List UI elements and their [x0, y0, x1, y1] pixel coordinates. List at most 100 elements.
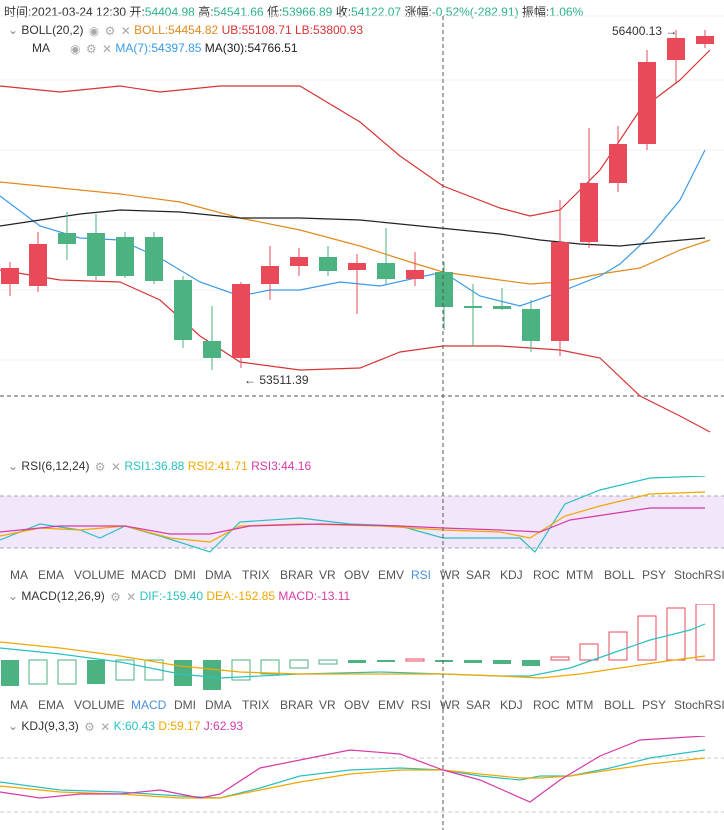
kdj-collapse-icon[interactable]: ⌄: [8, 719, 19, 733]
tab-mtm[interactable]: MTM: [566, 698, 594, 712]
macd-bar: [522, 660, 540, 666]
macd-name: MACD(12,26,9): [21, 589, 105, 603]
macd-collapse-icon[interactable]: ⌄: [8, 589, 19, 603]
close-icon[interactable]: ✕: [101, 41, 113, 56]
rsi-legend: ⌄ RSI(6,12,24) ⚙ ✕ RSI1:36.88 RSI2:41.71…: [8, 458, 311, 475]
macd-bar: [377, 660, 395, 662]
tab-vr[interactable]: VR: [319, 568, 336, 582]
rsi-collapse-icon[interactable]: ⌄: [8, 459, 19, 473]
gear-icon[interactable]: ⚙: [85, 41, 97, 56]
tab-ma[interactable]: MA: [10, 568, 28, 582]
rsi1-value: RSI1:36.88: [124, 459, 185, 473]
gear-icon[interactable]: ⚙: [94, 459, 106, 474]
tab-macd[interactable]: MACD: [131, 568, 167, 582]
rsi-chart[interactable]: [0, 476, 724, 566]
candle-body: [29, 244, 47, 286]
tab-roc[interactable]: ROC: [533, 698, 560, 712]
boll-collapse-icon[interactable]: ⌄: [8, 23, 19, 37]
tab-ema[interactable]: EMA: [38, 698, 65, 712]
gear-icon[interactable]: ⚙: [104, 23, 116, 38]
tab-ma[interactable]: MA: [10, 698, 28, 712]
candle-body: [232, 284, 250, 358]
tab-boll[interactable]: BOLL: [604, 698, 635, 712]
rsi3-value: RSI3:44.16: [251, 459, 312, 473]
close-icon[interactable]: ✕: [100, 719, 111, 734]
tab-obv[interactable]: OBV: [344, 568, 370, 582]
macd-bar: [695, 604, 715, 661]
macd-bar: [550, 656, 570, 661]
close-icon[interactable]: ✕: [110, 459, 121, 474]
rsi-name: RSI(6,12,24): [21, 459, 90, 473]
tab-sar[interactable]: SAR: [466, 568, 491, 582]
tab-dma[interactable]: DMA: [205, 568, 232, 582]
tab-stochrsi[interactable]: StochRSI: [674, 568, 724, 582]
tab-stochrsi[interactable]: StochRSI: [674, 698, 724, 712]
eye-icon[interactable]: ◉: [88, 23, 100, 38]
macd-bar: [115, 659, 135, 681]
tab-dmi[interactable]: DMI: [174, 698, 196, 712]
tab-brar[interactable]: BRAR: [280, 698, 314, 712]
macd-chart[interactable]: [0, 604, 724, 694]
tab-emv[interactable]: EMV: [378, 568, 405, 582]
candlestick-chart[interactable]: [0, 0, 724, 440]
tab-mtm[interactable]: MTM: [566, 568, 594, 582]
tab-psy[interactable]: PSY: [642, 698, 667, 712]
rsi1-line: [0, 476, 706, 553]
tab-vr[interactable]: VR: [319, 698, 336, 712]
candle-body: [551, 242, 569, 341]
tab-volume[interactable]: VOLUME: [74, 698, 125, 712]
candle-body: [203, 341, 221, 358]
tab-sar[interactable]: SAR: [466, 698, 491, 712]
candle-body: [145, 237, 163, 281]
kdj-k-line: [0, 749, 706, 799]
candle-body: [87, 233, 105, 276]
tab-rsi[interactable]: RSI: [411, 698, 432, 712]
macd-bar: [289, 659, 309, 669]
min-price-label: ← 53511.39: [244, 373, 309, 387]
tab-roc[interactable]: ROC: [533, 568, 560, 582]
close-icon[interactable]: ✕: [120, 23, 131, 38]
candle-body: [696, 36, 714, 44]
tab-ema[interactable]: EMA: [38, 568, 65, 582]
close-icon[interactable]: ✕: [126, 589, 137, 604]
macd-bar: [318, 659, 338, 665]
candle-body: [580, 183, 598, 242]
candle-body: [406, 270, 424, 279]
tab-obv[interactable]: OBV: [344, 698, 370, 712]
tab-kdj[interactable]: KDJ: [500, 698, 523, 712]
macd-bar: [203, 660, 221, 690]
macd-dif-value: DIF:-159.40: [139, 589, 204, 603]
tab-wr[interactable]: WR: [440, 568, 460, 582]
tab-psy[interactable]: PSY: [642, 568, 667, 582]
kdj-chart[interactable]: [0, 736, 724, 830]
rsi3-line: [0, 507, 705, 535]
tab-dmi[interactable]: DMI: [174, 568, 196, 582]
macd-bar: [435, 660, 453, 662]
ma30-value: MA(30):54766.51: [204, 41, 298, 55]
tab-rsi[interactable]: RSI: [411, 568, 432, 582]
tab-dma[interactable]: DMA: [205, 698, 232, 712]
indicator-tabs-1: MA EMA VOLUME MACD DMI DMA TRIX BRAR VR OBV EMV RSI…: [0, 566, 724, 584]
tab-trix[interactable]: TRIX: [242, 568, 270, 582]
candle-body: [116, 237, 134, 276]
candle-body: [638, 62, 656, 144]
tab-volume[interactable]: VOLUME: [74, 568, 125, 582]
kdj-k-value: K:60.43: [113, 719, 155, 733]
tab-macd[interactable]: MACD: [131, 698, 167, 712]
kdj-j-line: [0, 736, 706, 803]
candle-body: [493, 306, 511, 309]
tab-emv[interactable]: EMV: [378, 698, 405, 712]
macd-bar: [1, 660, 19, 686]
boll-value: BOLL:54454.82: [134, 23, 219, 37]
macd-bar: [608, 631, 628, 661]
kdj-d-value: D:59.17: [158, 719, 201, 733]
macd-bar: [493, 660, 511, 664]
tab-wr[interactable]: WR: [440, 698, 460, 712]
gear-icon[interactable]: ⚙: [110, 589, 121, 604]
tab-trix[interactable]: TRIX: [242, 698, 270, 712]
tab-brar[interactable]: BRAR: [280, 568, 314, 582]
tab-boll[interactable]: BOLL: [604, 568, 635, 582]
tab-kdj[interactable]: KDJ: [500, 568, 523, 582]
gear-icon[interactable]: ⚙: [84, 719, 95, 734]
eye-icon[interactable]: ◉: [70, 41, 81, 56]
